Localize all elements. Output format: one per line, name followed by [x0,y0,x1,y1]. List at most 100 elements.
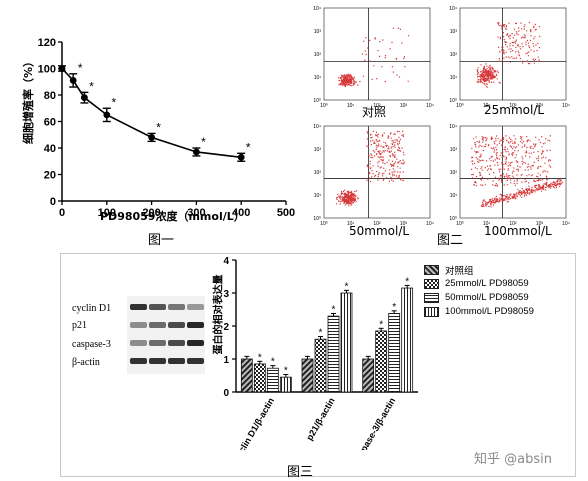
fig2-xtick-label: 10⁰ [456,221,464,227]
fig2-ytick-label: 10³ [314,29,322,35]
fig1-sig-star: * [78,61,83,75]
fig1-ytick-label: 100 [38,64,56,76]
legend-label-control: 对照组 [445,266,474,277]
fig1-chart: 0 20 40 60 80 100 120 0 100 200 300 400 500 * * * * * * [38,37,296,219]
blot-band-cyclind1 [130,304,147,310]
fig3-bar [401,287,414,393]
fig2-label-50: 50mmol/L [349,224,410,238]
blot-band-caspase3 [168,340,185,346]
fig3-bar [253,363,266,393]
legend-item-control: 对照组 [424,263,474,277]
blot-band-caspase3 [130,340,147,346]
fig2-ytick-label: 10⁴ [449,124,457,130]
fig3-ylabel: 蛋白的相对表达量 [213,274,225,355]
blot-band-p21 [168,322,185,328]
fig2-ytick-label: 10³ [450,147,458,153]
fig1-ytick-label: 0 [50,196,56,208]
fig3-sig-star: * [284,366,288,377]
fig2-ytick-label: 10² [314,52,322,58]
fig1-sig-star: * [246,140,251,154]
fig3-sig-star: * [332,304,336,315]
fig1-sig-star: * [156,120,161,134]
fig3-chart: 0 1 2 3 4 * * * cyclin D1/β-actin * * * p21/β-actin… [223,256,418,450]
fig2-xtick-label: 10² [509,221,517,227]
fig2-xtick-label: 10⁰ [320,103,328,109]
blot-label-p21: p21 [72,320,87,331]
fig2-xtick-label: 10¹ [347,103,355,109]
fig3-bar [327,315,340,393]
blot-band-cyclind1 [187,304,204,310]
blot-label-caspase3: caspase-3 [72,339,111,350]
fig3-sig-star: * [379,319,383,330]
fig1-xtick-label: 400 [232,207,250,219]
fig2-ytick-label: 10² [314,170,322,176]
fig2-xtick-label: 10³ [536,221,544,227]
fig2-xtick-label: 10⁴ [562,221,570,227]
fig1-point [237,153,245,161]
fig3-bar [301,358,314,393]
fig2-ytick-label: 10⁴ [313,124,321,130]
fig1-point [69,77,77,84]
fig1-xlabel: PD98059浓度（mmol/L） [100,210,245,223]
fig1-point [193,148,200,156]
legend-label-25: 25mmol/L PD98059 [445,278,529,289]
blot-band-p21 [130,322,147,328]
watermark: 知乎 @absin [474,452,552,467]
blot-band-bactin [130,358,147,364]
fig2-xtick-label: 10⁴ [426,221,434,227]
fig2-ytick-label: 10³ [314,147,322,153]
fig2-label-100: 100mmol/L [484,224,552,238]
fig2-xtick-label: 10¹ [347,221,355,227]
fig1-xtick-label: 500 [277,207,295,219]
blot-band-cyclind1 [149,304,166,310]
fig2-ytick-label: 10¹ [314,75,322,81]
legend-label-100: 100mmol/L PD98059 [445,306,534,317]
fig2-dots [471,135,564,208]
fig2-panel-frame [323,7,431,101]
fig2-label-25: 25mmol/L [484,103,545,117]
blot-band-bactin [149,358,166,364]
fig2-xtick-label: 10² [373,103,381,109]
fig1-point [58,65,66,72]
fig2-ytick-label: 10⁴ [449,6,457,12]
legend-swatch-25 [424,278,439,289]
blot-band-cyclind1 [168,304,185,310]
fig2-label-control: 对照 [362,105,387,119]
legend-item-100: 100mmol/L PD98059 [424,306,534,317]
fig1-xtick-label: 300 [187,207,205,219]
blot-label-bactin: β-actin [72,357,100,368]
fig2-ytick-label: 10⁰ [313,98,321,104]
fig3-ytick-label: 2 [223,322,229,333]
fig1-xtick-label: 100 [98,207,116,219]
fig3-category-label: cyclin D1/β-actin [232,396,276,450]
blot-band-bactin [187,358,204,364]
fig2-dots [476,21,541,88]
fig1-caption: 图一 [148,233,175,248]
legend-item-50: 50mmol/L PD98059 [424,292,529,303]
fig1-xtick-label: 0 [59,207,65,219]
fig3-category-label: p21/β-actin [304,396,336,442]
blot-band-p21 [149,322,166,328]
legend-swatch-100 [424,306,439,317]
fig3-caption: 图三 [287,465,314,480]
fig2-ytick-label: 10² [450,170,458,176]
fig3-bar [240,358,253,393]
fig3-sig-star: * [392,302,396,313]
legend-item-25: 25mmol/L PD98059 [424,278,529,289]
figure3-frame [60,253,576,477]
fig3-ytick-label: 0 [223,388,229,399]
fig1-axes: 0 20 40 60 80 100 120 0 100 200 300 400 500 [38,37,296,219]
western-blot [127,296,205,374]
fig2-ytick-label: 10⁰ [449,98,457,104]
fig3-sig-star: * [345,281,349,292]
fig3-bar [266,367,279,393]
fig3-sig-star: * [405,276,409,287]
fig1-point [81,94,88,102]
fig1-ylabel: 细胞增殖率（%） [22,55,35,145]
fig2-caption: 图二 [437,233,464,248]
blot-band-bactin [168,358,185,364]
fig1-sig-star: * [201,135,206,149]
